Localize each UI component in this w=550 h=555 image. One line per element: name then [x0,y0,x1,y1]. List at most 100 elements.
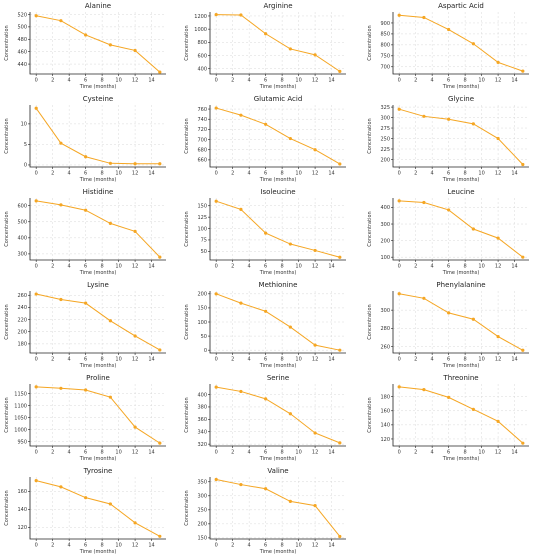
x-tick-label: 0 [35,357,38,363]
x-tick-label: 4 [68,264,71,270]
x-axis-label: Time (months) [442,456,480,462]
x-tick-label: 12 [312,543,318,549]
x-tick-label: 10 [295,450,301,456]
data-point [397,107,401,111]
x-tick-label: 8 [281,171,284,177]
y-tick-label: 1200 [194,14,207,20]
y-tick-label: 760 [197,107,207,113]
axis-spine [29,477,166,540]
y-tick-label: 0 [24,163,27,169]
data-point [521,255,525,259]
y-tick-label: 720 [197,127,207,133]
y-tick-label: 75 [201,238,207,244]
x-tick-label: 10 [478,171,484,177]
y-tick-label: 300 [197,494,207,500]
x-tick-label: 6 [447,357,450,363]
x-tick-label: 0 [35,78,38,84]
subplot-isoleucine: 0 2 4 6 8 10 12 14 50 75 100 125 150 Isoleucine Time (… [184,188,346,276]
x-tick-label: 10 [295,543,301,549]
subplot-valine: 0 2 4 6 8 10 12 14 150 200 250 300 350 Valine Time (mo… [184,467,346,555]
axis-spine [29,384,166,447]
data-point [288,325,292,329]
subplot-title: Leucine [447,188,474,196]
axis-spine [209,384,346,447]
y-axis-label: Concentration [4,490,10,525]
y-tick-label: 200 [380,157,390,163]
y-tick-label: 460 [17,49,27,55]
x-tick-label: 0 [398,264,401,270]
data-point [84,33,88,37]
x-tick-label: 6 [264,357,267,363]
x-tick-label: 12 [132,543,138,549]
y-tick-label: 225 [380,147,390,153]
data-point [496,60,500,64]
x-tick-label: 12 [312,357,318,363]
y-tick-label: 10 [21,122,27,128]
x-tick-label: 0 [215,357,218,363]
data-point [447,117,451,121]
x-tick-label: 6 [447,171,450,177]
y-tick-label: 250 [380,136,390,142]
data-point [288,499,292,504]
data-point [288,47,292,51]
data-point [133,229,137,234]
x-tick-label: 0 [35,171,38,177]
x-tick-label: 14 [511,450,517,456]
subplot-lysine: 0 2 4 6 8 10 12 14 180 200 220 240 260 Lysine Time (mo… [4,281,166,369]
y-tick-label: 1000 [194,27,207,33]
axis-spine [392,291,529,354]
subplot-title: Aspartic Acid [438,2,484,10]
series-line [399,14,523,72]
x-tick-label: 12 [132,171,138,177]
data-point [34,292,38,296]
series-line [36,480,161,537]
x-tick-label: 6 [447,78,450,84]
y-tick-label: 440 [17,62,27,68]
data-point [471,122,475,126]
x-tick-label: 12 [495,78,501,84]
y-tick-label: 300 [380,222,390,228]
data-point [214,292,218,296]
y-tick-label: 100 [380,255,390,261]
x-axis-label: Time (months) [259,84,297,90]
y-tick-label: 680 [197,148,207,154]
y-axis-label: Concentration [367,118,373,153]
x-tick-label: 8 [101,171,104,177]
x-tick-label: 8 [464,78,467,84]
y-tick-label: 150 [197,306,207,312]
x-tick-label: 6 [264,78,267,84]
data-point [84,496,88,500]
x-tick-label: 8 [101,357,104,363]
data-point [214,385,218,389]
data-point [108,502,112,506]
x-tick-label: 4 [68,78,71,84]
x-tick-label: 8 [464,171,467,177]
data-point [108,43,112,47]
x-tick-label: 6 [84,78,87,84]
data-point [313,248,317,253]
data-point [34,14,38,18]
data-point [338,534,342,539]
data-point [34,478,38,483]
series-line [36,200,161,258]
subplot-title: Isoleucine [260,188,295,196]
data-point [34,106,38,110]
series-line [216,14,341,72]
data-point [422,388,426,392]
data-point [521,69,525,73]
data-point [158,162,162,166]
x-tick-label: 14 [148,450,154,456]
data-point [313,148,317,152]
data-point [521,441,525,445]
y-tick-label: 480 [17,37,27,43]
y-tick-label: 300 [380,115,390,121]
y-tick-label: 800 [197,40,207,46]
subplot-title: Glutamic Acid [254,95,303,103]
subplot-arginine: 0 2 4 6 8 10 12 14 400 600 800 1000 1200 Arginine Time… [184,2,346,90]
data-point [521,348,525,352]
x-axis-label: Time (months) [79,270,117,276]
subplot-alanine: 0 2 4 6 8 10 12 14 440 460 480 500 520 Alanine Time (m… [4,2,166,90]
x-tick-label: 10 [478,450,484,456]
y-tick-label: 250 [197,508,207,514]
x-tick-label: 12 [132,450,138,456]
